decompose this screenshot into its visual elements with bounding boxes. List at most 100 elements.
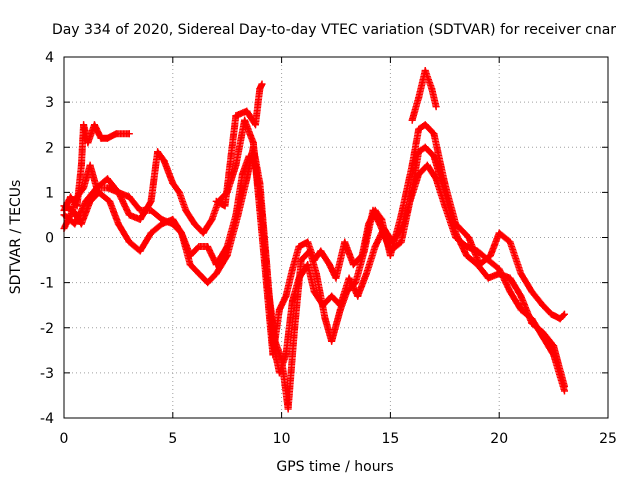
data-point [93,184,101,192]
data-point [397,224,405,232]
data-point [82,197,90,205]
data-point [136,206,144,214]
series-track-6 [408,67,440,124]
data-point [349,261,357,269]
data-point [432,103,440,111]
data-point [360,247,368,255]
data-point [297,256,305,264]
data-point [195,270,203,278]
data-point [321,315,329,323]
data-point [473,247,481,255]
data-point [421,67,429,75]
chart-title: Day 334 of 2020, Sidereal Day-to-day VTE… [52,22,616,38]
data-point [463,252,471,260]
data-point [336,301,344,309]
data-point [251,121,259,129]
data-point [310,288,318,296]
data-point [104,134,112,142]
data-point [212,270,220,278]
data-point [547,310,555,318]
data-point [345,274,353,282]
data-point [415,94,423,102]
data-point [495,229,503,237]
data-point [136,247,144,255]
data-point [550,351,558,359]
y-tick-label: -3 [40,366,54,382]
data-point [125,211,133,219]
y-tick-label: -4 [40,411,54,427]
y-tick-label: 1 [45,185,54,201]
data-point [182,206,190,214]
data-point [369,206,377,214]
data-point [506,274,514,282]
data-point [539,301,547,309]
data-point [288,265,296,273]
data-point [371,243,379,251]
data-point [304,238,312,246]
data-point [517,270,525,278]
data-point [175,188,183,196]
data-point [243,175,251,183]
data-point [288,297,296,305]
data-point [312,270,320,278]
x-tick-label: 15 [381,431,399,447]
data-point [114,220,122,228]
data-point [212,197,220,205]
data-point [421,121,429,129]
data-point [284,405,292,413]
data-point [208,215,216,223]
y-tick-label: 3 [45,95,54,111]
data-point [125,238,133,246]
data-point [539,333,547,341]
data-point [97,134,105,142]
data-point [223,252,231,260]
data-point [169,179,177,187]
data-point [269,337,277,345]
data-point [328,337,336,345]
data-point [204,279,212,287]
data-point [465,234,473,241]
data-point [67,193,75,201]
data-point [186,261,194,269]
data-point [328,292,336,300]
data-point [73,193,81,201]
data-point [147,229,155,237]
data-point [452,234,460,241]
data-point [415,148,423,156]
data-point [380,224,388,232]
data-point [80,184,88,192]
data-point [262,256,270,264]
data-point [423,161,431,169]
data-point [104,184,112,192]
data-point [86,161,94,169]
data-point [528,288,536,296]
data-point [295,243,303,251]
data-point [154,148,162,156]
data-point [517,306,525,314]
data-point [441,202,449,210]
x-tick-label: 25 [599,431,617,447]
data-point [362,270,370,278]
y-tick-label: 4 [45,50,54,66]
data-point [169,220,177,228]
data-point [275,369,283,377]
data-point [77,161,85,169]
data-point [77,220,85,228]
data-point [486,252,494,260]
x-tick-label: 0 [60,431,69,447]
data-point [319,301,327,309]
data-point [317,247,325,255]
data-point [232,112,240,120]
data-point [517,292,525,300]
x-tick-label: 10 [273,431,291,447]
y-tick-label: -2 [40,321,54,337]
data-point [256,85,264,93]
data-point [221,202,229,210]
data-point [421,143,429,151]
data-point [495,265,503,273]
y-tick-label: -1 [40,276,54,292]
data-point [95,188,103,196]
data-point [71,220,79,228]
data-point [249,143,257,151]
